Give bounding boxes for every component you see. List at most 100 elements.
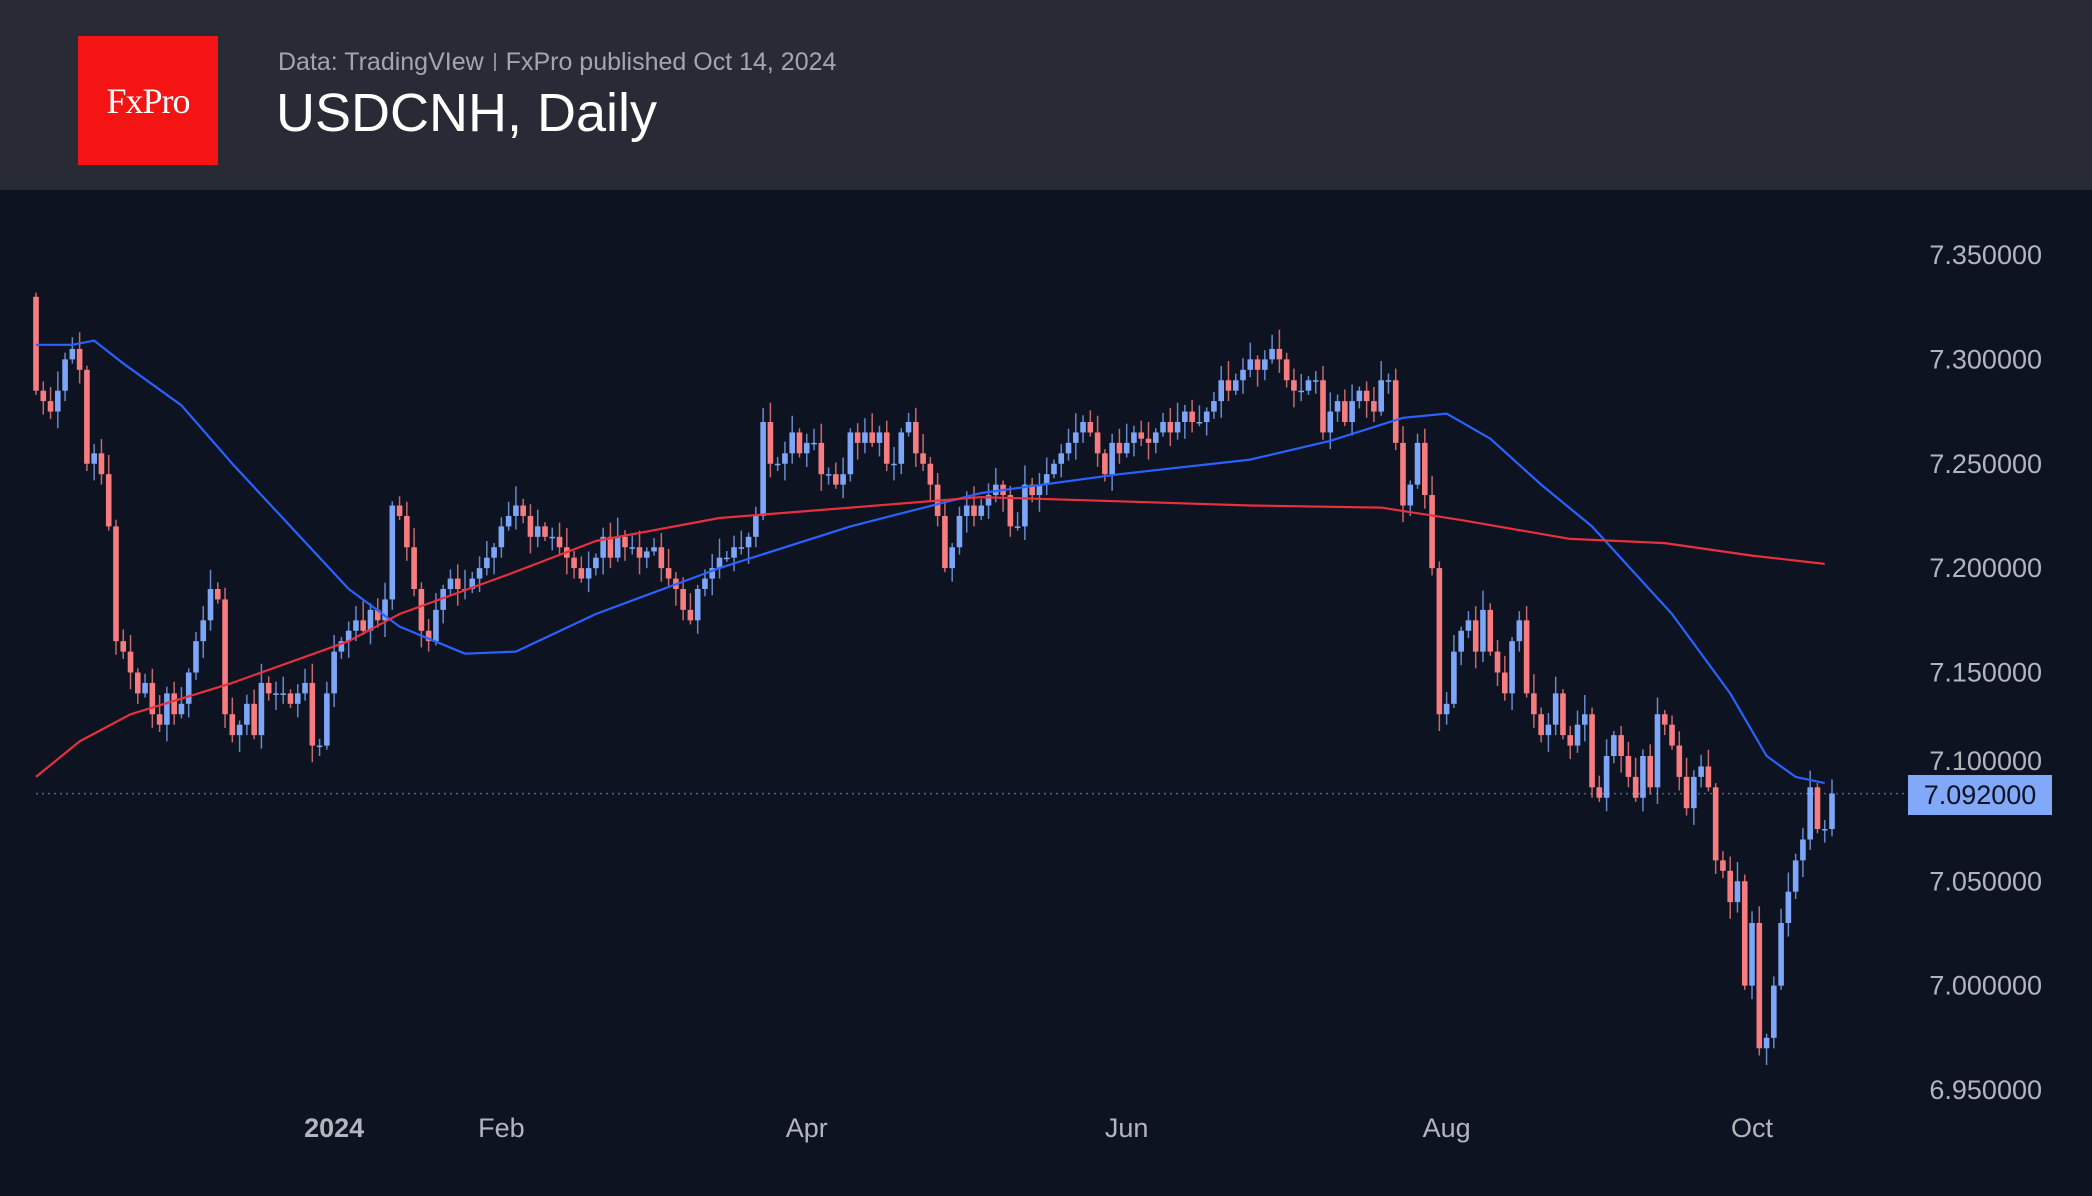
y-tick-label: 7.150000: [1929, 658, 2042, 688]
candle-up: [1734, 881, 1741, 903]
candle-up: [1807, 787, 1813, 840]
candle-down: [1814, 787, 1821, 830]
candle-down: [1392, 380, 1399, 443]
candle-down: [1371, 401, 1377, 412]
candle-down: [571, 557, 577, 569]
candle-up: [731, 547, 737, 558]
candle-down: [556, 536, 563, 548]
candle-up: [847, 432, 854, 475]
candle-down: [1472, 620, 1479, 652]
y-tick-label: 7.350000: [1929, 240, 2042, 270]
candle-up: [862, 432, 868, 443]
candle-down: [1676, 745, 1683, 777]
separator: [493, 53, 496, 71]
candle-down: [47, 401, 54, 412]
candle-up: [1407, 484, 1414, 506]
candle-up: [484, 557, 490, 569]
candle-up: [985, 495, 992, 506]
candle-up: [1458, 630, 1464, 652]
published-date: FxPro published Oct 14, 2024: [505, 48, 837, 76]
candle-up: [840, 474, 846, 485]
candle-down: [1538, 714, 1544, 736]
candle-up: [476, 568, 483, 579]
y-tick-label: 7.250000: [1929, 449, 2042, 479]
fxpro-logo: FxPro: [78, 36, 218, 165]
candle-up: [811, 442, 817, 445]
candle-up: [1334, 401, 1341, 412]
candle-down: [411, 547, 417, 589]
candle-up: [1792, 860, 1799, 892]
candle-up: [803, 442, 810, 454]
candle-down: [287, 693, 294, 704]
candle-up: [891, 463, 897, 466]
candle-up: [1821, 829, 1828, 831]
candle-up: [1378, 380, 1384, 412]
candle-down: [404, 515, 410, 548]
candle-down: [1712, 787, 1719, 861]
candle-down: [1254, 359, 1261, 370]
candle-up: [382, 599, 388, 621]
candle-down: [454, 578, 461, 589]
candle-down: [622, 536, 628, 548]
candle-up: [1698, 766, 1704, 777]
candle-up: [1640, 756, 1646, 798]
candle-down: [222, 599, 228, 715]
candle-down: [1189, 411, 1195, 422]
logo-text: FxPro: [106, 80, 190, 121]
candle-up: [367, 609, 374, 631]
candle-up: [69, 348, 76, 360]
candle-down: [214, 589, 221, 600]
candle-down: [636, 547, 643, 558]
candle-up: [294, 693, 301, 704]
candle-down: [796, 432, 803, 454]
candle-up: [949, 547, 955, 569]
candle-up: [1182, 411, 1188, 422]
candle-up: [1262, 359, 1268, 370]
candle-up: [1603, 756, 1610, 798]
data-source: Data: TradingVIew: [278, 48, 484, 76]
candle-down: [127, 651, 134, 673]
candle-up: [1109, 442, 1115, 475]
candle-up: [993, 484, 999, 496]
candle-down: [229, 714, 236, 736]
candle-up: [1051, 463, 1057, 475]
candle-up: [1327, 411, 1334, 433]
chart-title: USDCNH, Daily: [276, 83, 658, 143]
candle-down: [1167, 422, 1174, 433]
candle-up: [694, 589, 701, 621]
candle-down: [1647, 756, 1654, 788]
candle-down: [265, 682, 272, 694]
candle-up: [905, 422, 912, 433]
candle-up: [91, 453, 97, 464]
candle-up: [1160, 422, 1166, 433]
candle-down: [1756, 923, 1763, 1049]
candle-down: [1632, 776, 1639, 798]
candle-down: [680, 589, 686, 610]
candle-down: [1523, 620, 1530, 694]
candle-down: [360, 620, 367, 631]
candle-up: [1072, 432, 1079, 443]
candle-down: [1487, 609, 1494, 652]
ma-slow-line: [35, 496, 1825, 778]
candle-down: [578, 568, 585, 579]
candle-down: [1400, 442, 1406, 506]
candle-up: [193, 641, 199, 673]
candle-up: [1829, 793, 1835, 830]
candle-down: [113, 526, 119, 642]
y-tick-label: 7.200000: [1929, 553, 2042, 583]
y-tick-label: 7.300000: [1929, 344, 2042, 374]
candle-up: [1131, 432, 1137, 443]
candle-up: [774, 463, 781, 466]
candle-up: [1509, 641, 1515, 694]
candle-up: [513, 505, 519, 516]
candle-up: [1247, 359, 1254, 370]
candle-up: [651, 547, 657, 552]
y-tick-label: 7.000000: [1929, 971, 2042, 1001]
candle-up: [1022, 484, 1028, 527]
candle-up: [1749, 923, 1755, 986]
candle-up: [1080, 422, 1086, 433]
candle-down: [1560, 693, 1566, 736]
x-tick-label: Jun: [1105, 1113, 1149, 1143]
candle-up: [629, 547, 636, 549]
